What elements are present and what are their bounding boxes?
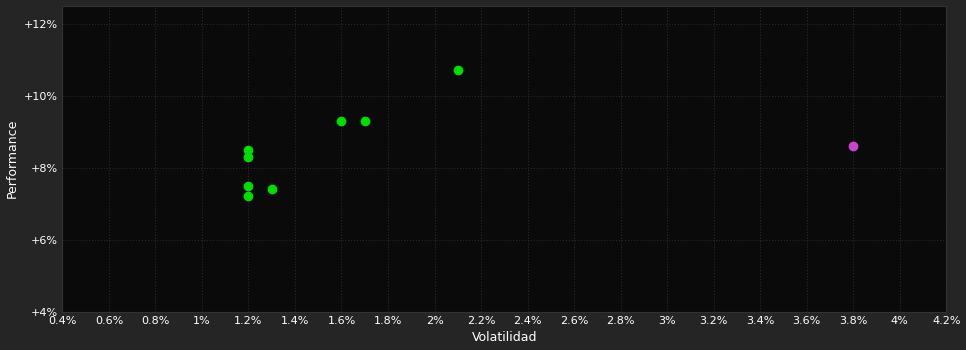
Point <box>357 118 373 124</box>
Point <box>241 194 256 199</box>
Point <box>334 118 350 124</box>
Point <box>450 68 466 73</box>
Point <box>241 183 256 188</box>
Point <box>264 187 279 192</box>
Point <box>241 154 256 160</box>
X-axis label: Volatilidad: Volatilidad <box>471 331 537 344</box>
Point <box>845 143 861 149</box>
Point <box>241 147 256 153</box>
Y-axis label: Performance: Performance <box>6 119 18 198</box>
